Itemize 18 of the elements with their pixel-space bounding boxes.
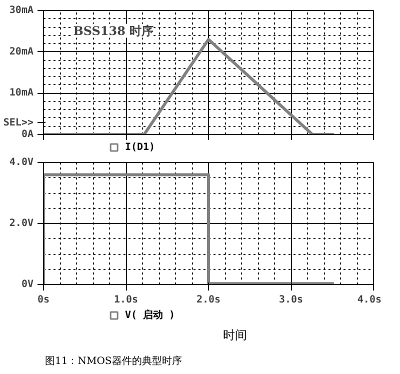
x-axis-title: 时间 bbox=[223, 327, 247, 344]
y-tick-label: 0V bbox=[21, 279, 34, 290]
x-tick-label: 2.0s bbox=[196, 294, 221, 306]
y-tick-label: 20mA bbox=[9, 46, 34, 58]
legend-label: V( 启动 ) bbox=[124, 309, 176, 321]
legend-label: I(D1) bbox=[124, 142, 156, 153]
y-tick-label: 2.0V bbox=[9, 218, 34, 229]
x-tick-label: 1.0s bbox=[114, 294, 138, 306]
text: BSS138 时序 bbox=[73, 24, 154, 38]
y-tick-label: 10mA bbox=[9, 88, 34, 99]
text: SEL>> bbox=[3, 117, 34, 128]
x-tick-label: 0s bbox=[37, 294, 50, 306]
x-tick-label: 3.0s bbox=[278, 294, 304, 306]
caption: 图11：NMOS器件的典型时序 bbox=[45, 355, 182, 369]
x-tick-label: 4.0s bbox=[357, 294, 382, 306]
y-tick-label: 30mA bbox=[9, 5, 34, 16]
y-tick-label: 4.0V bbox=[9, 157, 34, 168]
y-tick-label: 0A bbox=[21, 129, 34, 140]
